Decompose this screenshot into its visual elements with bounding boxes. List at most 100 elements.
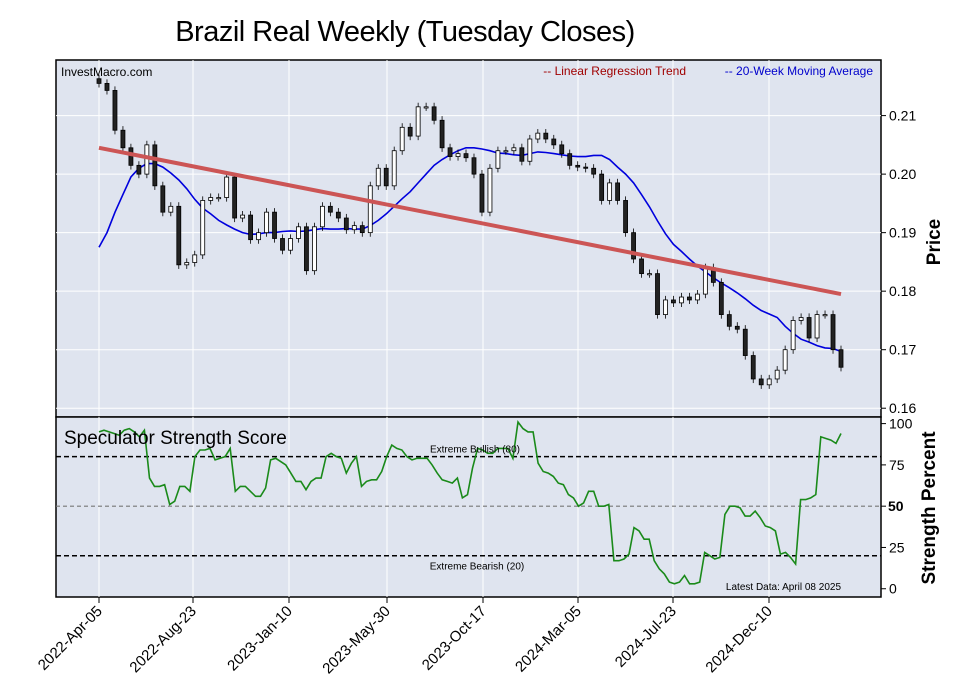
candle-body	[607, 182, 613, 201]
price-candle	[192, 250, 198, 267]
strength-gridlines	[98, 417, 770, 597]
price-candle	[591, 164, 597, 179]
price-candle	[790, 316, 796, 354]
candle-body	[615, 182, 621, 201]
price-candle	[575, 161, 581, 172]
price-candle	[335, 208, 341, 223]
midline-label: 50	[888, 498, 904, 514]
candle-body	[375, 167, 381, 187]
price-candle	[567, 149, 573, 170]
watermark-text: InvestMacro.com	[61, 65, 152, 79]
price-candle	[814, 310, 820, 343]
candle-body	[176, 205, 182, 266]
x-tick-label: 2022-Apr-05	[35, 603, 106, 674]
price-tick-label: 0.16	[889, 400, 916, 416]
price-candle	[296, 222, 301, 243]
price-candle	[248, 210, 253, 244]
candle-body	[152, 144, 158, 187]
candle-body	[631, 232, 636, 260]
candle-body	[766, 378, 772, 386]
candle-body	[830, 314, 836, 351]
price-candle	[264, 208, 269, 237]
price-candle	[694, 290, 700, 305]
price-candle	[623, 196, 628, 237]
price-candle	[415, 102, 421, 141]
price-candle	[750, 351, 756, 384]
candle-body	[495, 150, 501, 169]
candle-body	[623, 200, 628, 234]
price-candle	[687, 292, 692, 305]
x-tick-label: 2023-Jan-10	[224, 603, 296, 675]
candle-body	[312, 226, 317, 272]
price-candle	[718, 278, 724, 319]
price-candle	[120, 126, 126, 152]
price-tick-label: 0.17	[889, 342, 916, 358]
price-candle	[607, 178, 613, 205]
candle-body	[104, 83, 110, 91]
candle-body	[471, 157, 477, 175]
candle-body	[200, 200, 206, 256]
price-candle	[280, 234, 285, 255]
price-candle	[128, 143, 134, 170]
candle-body	[838, 349, 844, 368]
price-candle	[399, 123, 405, 155]
candle-body	[583, 166, 589, 169]
price-candle	[511, 143, 517, 155]
price-candle	[487, 164, 493, 217]
candle-body	[168, 205, 174, 213]
candle-body	[527, 138, 533, 162]
candle-body	[822, 314, 828, 317]
candle-body	[224, 176, 230, 198]
candle-body	[806, 317, 812, 339]
ma-polyline	[98, 147, 842, 353]
candle-body	[232, 176, 238, 219]
candle-body	[639, 258, 644, 275]
candle-body	[687, 296, 692, 301]
price-candle	[806, 313, 812, 343]
candle-body	[192, 254, 198, 263]
candle-body	[655, 273, 660, 315]
price-candle	[184, 258, 190, 269]
price-candle	[647, 269, 652, 278]
price-candle	[423, 102, 429, 111]
price-candle	[551, 134, 557, 149]
price-candles	[96, 74, 844, 389]
price-candle	[798, 313, 804, 325]
chart-title: Brazil Real Weekly (Tuesday Closes)	[175, 16, 635, 48]
candle-body	[216, 197, 222, 200]
candle-body	[559, 144, 565, 155]
candle-body	[439, 119, 445, 149]
strength-tick-label: 25	[889, 539, 905, 555]
price-tick-label: 0.20	[889, 166, 916, 182]
price-candle	[224, 172, 230, 202]
price-candle	[631, 228, 636, 264]
price-candle	[639, 254, 644, 278]
price-candle	[304, 222, 309, 275]
price-candle	[343, 213, 349, 234]
candle-body	[128, 147, 134, 166]
candle-body	[503, 150, 509, 153]
price-candle	[471, 153, 477, 179]
price-candle	[288, 234, 293, 255]
price-tick-label: 0.19	[889, 225, 916, 241]
candle-body	[264, 211, 269, 234]
price-candle	[407, 123, 413, 141]
legend-trend: -- Linear Regression Trend	[543, 64, 686, 78]
candle-body	[663, 299, 668, 315]
candle-body	[280, 238, 285, 251]
candle-body	[120, 129, 126, 149]
moving-average-line	[98, 147, 842, 353]
price-candle	[447, 143, 453, 161]
price-candle	[838, 345, 844, 372]
candle-body	[335, 211, 341, 219]
price-candle	[160, 181, 166, 217]
price-candle	[615, 178, 621, 205]
price-candle	[216, 193, 222, 202]
price-candle	[679, 292, 684, 307]
price-candle	[240, 210, 246, 223]
price-candle	[439, 116, 445, 152]
candle-body	[136, 164, 142, 175]
price-candle	[359, 221, 365, 237]
candle-body	[272, 211, 277, 239]
